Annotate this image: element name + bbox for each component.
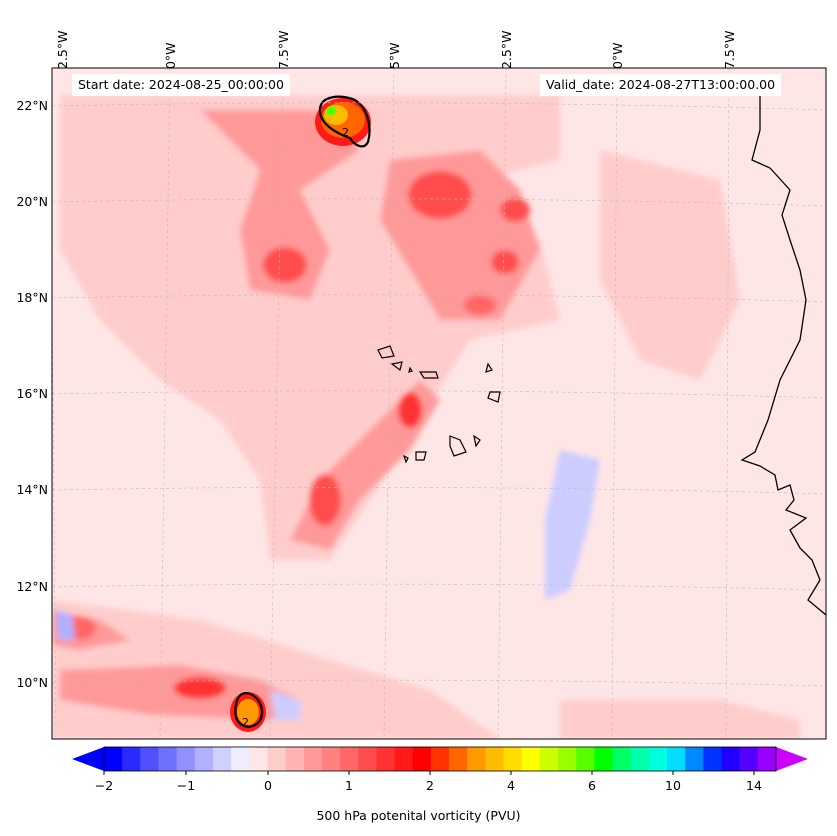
colorbar-cell [703, 747, 723, 771]
valid-date-label: Valid_date: 2024-08-27T13:00:00.00 [540, 74, 782, 96]
colorbar-cell [249, 747, 269, 771]
contour-label-south: 2 [242, 716, 249, 729]
colorbar-cell [612, 747, 632, 771]
colorbar-cell [739, 747, 759, 771]
colorbar-over-arrow [776, 747, 808, 771]
contour-label-north: 2 [342, 126, 349, 139]
pv-negative-sw [56, 610, 75, 640]
graticule [52, 68, 826, 739]
pv-field-band-southeast [560, 700, 800, 739]
pv-core-18-7n-east [491, 250, 519, 274]
colorbar-cell [394, 747, 414, 771]
colorbar-cell [467, 747, 486, 771]
colorbar-cell [485, 747, 505, 771]
colorbar-title: 500 hPa potenital vorticity (PVU) [316, 808, 521, 823]
colorbar-cell [539, 747, 559, 771]
colorbar-cell [503, 747, 523, 771]
colorbar-cell [176, 747, 196, 771]
colorbar-under-arrow [72, 747, 104, 771]
colorbar-cell [685, 747, 704, 771]
colorbar-cell [140, 747, 160, 771]
lat-label-18n: 18°N [16, 290, 48, 305]
lat-label-12n: 12°N [16, 579, 48, 594]
cb-tick-label-minus2: −2 [94, 778, 114, 793]
colorbar-cell [122, 747, 141, 771]
colorbar-cell [158, 747, 178, 771]
cb-tick-label-minus1: −1 [176, 778, 196, 793]
map-frame [51, 67, 827, 740]
lat-label-10n: 10°N [16, 675, 48, 690]
cb-tick-label-10: 10 [665, 778, 681, 793]
pv-maximum-9-3n [230, 692, 266, 732]
colorbar-cell [376, 747, 396, 771]
colorbar-cell [412, 747, 432, 771]
colorbar-cell [285, 747, 305, 771]
pv-core-15-6n [398, 392, 422, 428]
colorbar-cell [648, 747, 668, 771]
colorbar-cell [449, 747, 468, 771]
colorbar-cell [630, 747, 650, 771]
colorbar-cell [576, 747, 595, 771]
colorbar-cell [212, 747, 232, 771]
cb-tick-label-0: 0 [264, 778, 272, 793]
pv-core-9-8n [174, 677, 226, 699]
colorbar-cell [267, 747, 287, 771]
cb-tick-label-14: 14 [746, 778, 762, 793]
colorbar-cell [194, 747, 214, 771]
colorbar-cell [594, 747, 614, 771]
colorbar-cell [340, 747, 359, 771]
colorbar-cell [558, 747, 577, 771]
colorbar-cell [303, 747, 323, 771]
pv-core-17-9n [464, 295, 496, 315]
colorbar-cell [521, 747, 541, 771]
pv-core-18-5n [263, 247, 307, 283]
pv-negative-east [545, 450, 600, 600]
colorbar [72, 746, 808, 775]
cb-tick-label-6: 6 [588, 778, 596, 793]
cb-tick-label-2: 2 [426, 778, 434, 793]
colorbar-cell [667, 747, 686, 771]
colorbar-cell [321, 747, 341, 771]
colorbar-frame [103, 746, 777, 772]
pv-field-medium-north [200, 110, 360, 300]
cb-tick-label-1: 1 [345, 778, 353, 793]
pv-negative-south [270, 690, 300, 720]
colorbar-cell [358, 747, 378, 771]
cape-verde-islands [377, 345, 501, 464]
colorbar-cell [757, 747, 777, 771]
colorbar-cell [104, 747, 123, 771]
pv-core-19-8n-east [500, 198, 530, 222]
pv-core-20n [408, 171, 472, 219]
pv-core-14n [309, 474, 341, 526]
cb-tick-label-4: 4 [507, 778, 515, 793]
pv-field-band-east [600, 150, 740, 380]
lat-label-22n: 22°N [16, 98, 48, 113]
colorbar-cell [231, 747, 250, 771]
lat-label-20n: 20°N [16, 194, 48, 209]
lat-label-14n: 14°N [16, 482, 48, 497]
colorbar-cell [430, 747, 450, 771]
colorbar-cell [721, 747, 741, 771]
africa-coastline [740, 95, 826, 616]
start-date-label: Start date: 2024-08-25_00:00:00 [72, 74, 290, 96]
pv-maximum-22n [315, 95, 371, 148]
lat-label-16n: 16°N [16, 386, 48, 401]
